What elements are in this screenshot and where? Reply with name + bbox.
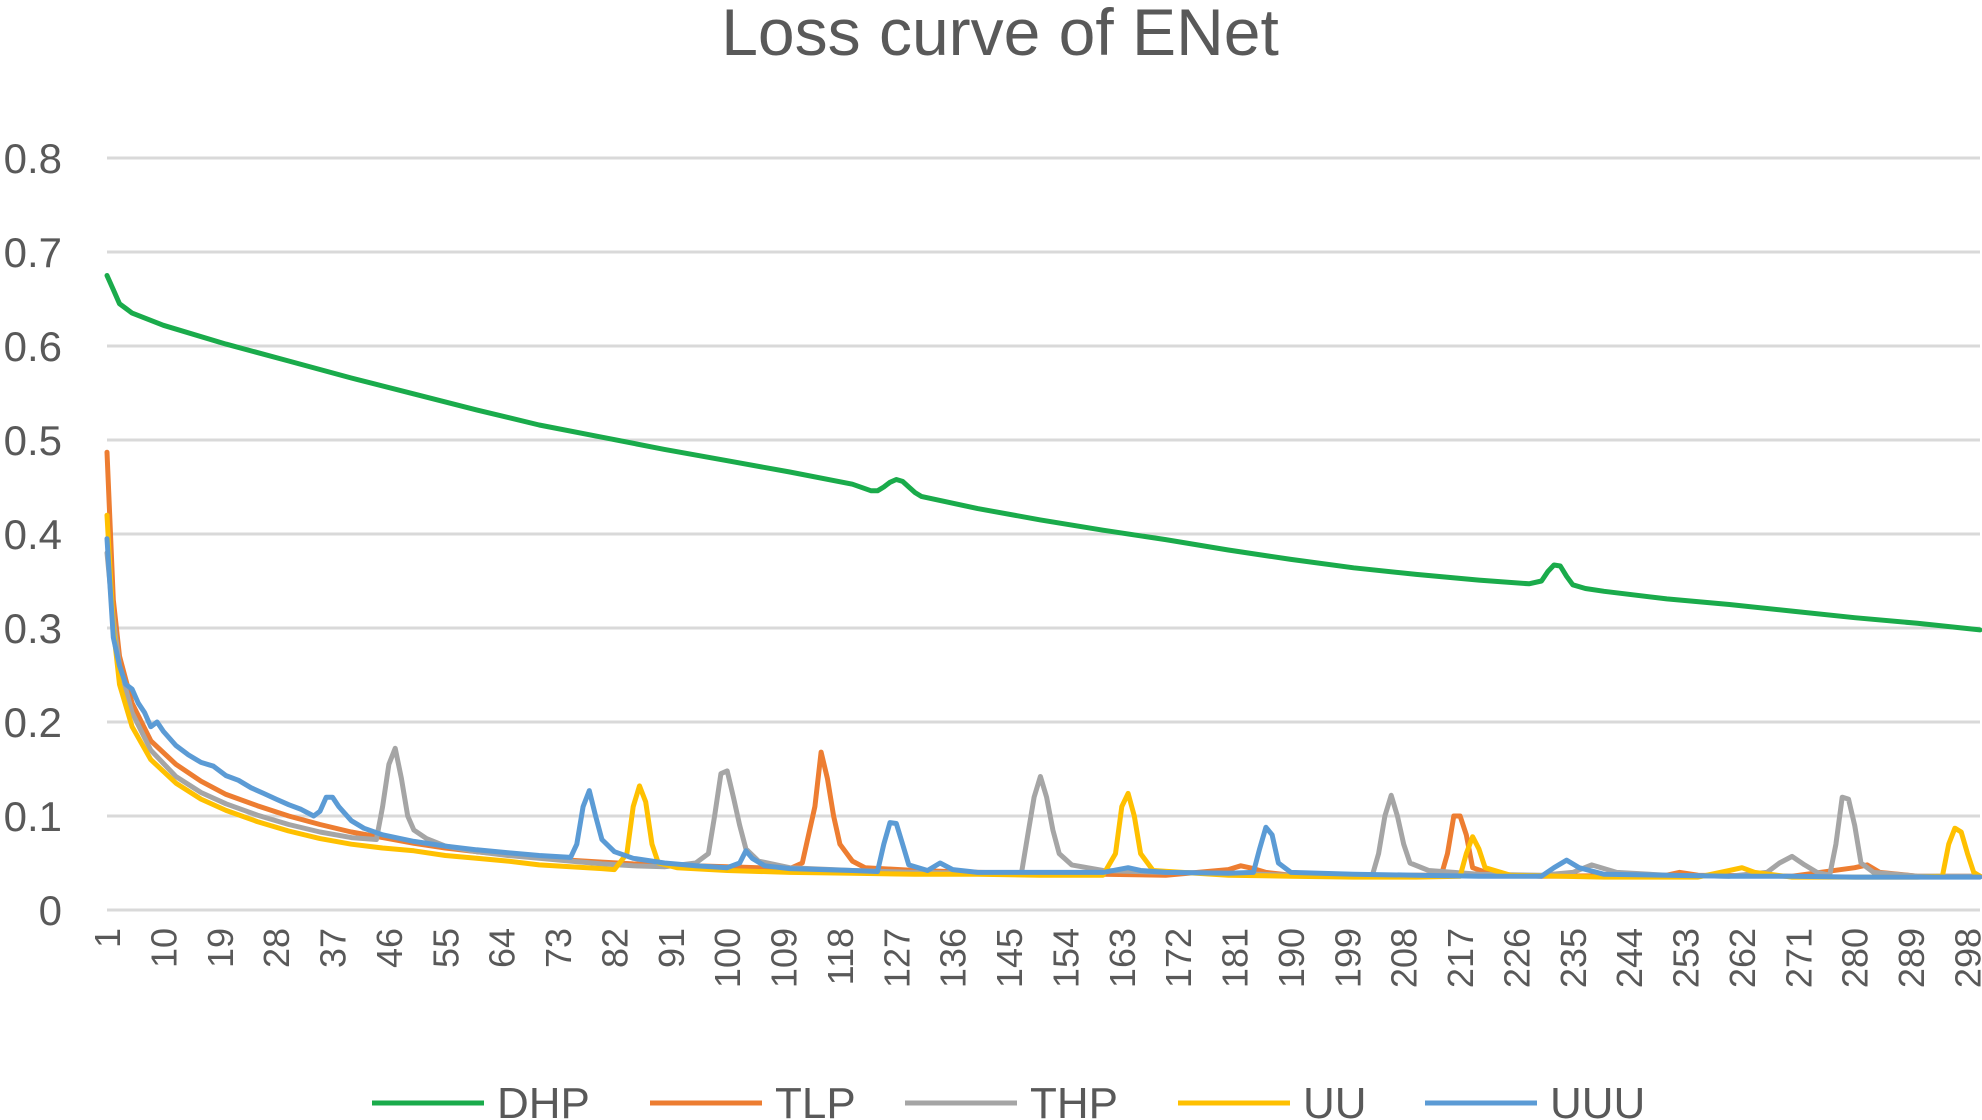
series-line-tlp [104,449,1982,879]
x-tick-label: 127 [876,928,917,988]
y-tick-label: 0.8 [4,135,62,182]
x-tick-label: 271 [1778,928,1819,988]
series-lines [104,273,1982,880]
x-tick-label: 235 [1553,928,1594,988]
gridlines [107,156,1980,912]
legend-item-uuu: UUU [1425,1079,1645,1120]
legend-label: TLP [775,1079,856,1120]
x-tick-label: 28 [256,928,297,968]
y-tick-label: 0.6 [4,323,62,370]
series-line-uu [104,512,1982,880]
x-tick-label: 298 [1947,928,1982,988]
legend-label: DHP [497,1079,590,1120]
x-tick-label: 19 [200,928,241,968]
legend-label: UU [1303,1079,1367,1120]
x-tick-label: 163 [1102,928,1143,988]
x-tick-label: 199 [1327,928,1368,988]
x-tick-label: 73 [538,928,579,968]
y-tick-label: 0.5 [4,417,62,464]
series-line-uuu [104,536,1982,880]
x-tick-label: 280 [1835,928,1876,988]
x-tick-label: 154 [1045,928,1086,988]
x-tick-label: 109 [764,928,805,988]
legend-item-uu: UU [1178,1079,1367,1120]
legend-label: THP [1030,1079,1118,1120]
y-tick-label: 0.1 [4,793,62,840]
y-tick-label: 0.7 [4,229,62,276]
legend: DHP TLP THP UU UUU [372,1079,1645,1120]
chart-title: Loss curve of ENet [721,0,1279,69]
x-tick-label: 64 [482,928,523,968]
y-axis-tick-labels: 0 0.1 0.2 0.3 0.4 0.5 0.6 0.7 0.8 [4,135,62,934]
x-tick-label: 181 [1215,928,1256,988]
y-tick-label: 0.4 [4,511,62,558]
legend-item-thp: THP [905,1079,1118,1120]
legend-label: UUU [1550,1079,1645,1120]
x-tick-label: 172 [1158,928,1199,988]
x-tick-label: 37 [313,928,354,968]
x-tick-label: 262 [1722,928,1763,988]
x-tick-label: 208 [1384,928,1425,988]
x-tick-label: 46 [369,928,410,968]
series-line-dhp [104,273,1982,633]
x-tick-label: 253 [1666,928,1707,988]
y-tick-label: 0.3 [4,605,62,652]
legend-item-dhp: DHP [372,1079,590,1120]
x-tick-label: 91 [651,928,692,968]
x-tick-label: 1 [87,928,128,948]
x-tick-label: 82 [594,928,635,968]
y-tick-label: 0.2 [4,699,62,746]
legend-item-tlp: TLP [650,1079,856,1120]
x-tick-label: 118 [820,928,861,985]
x-tick-label: 100 [707,928,748,988]
x-tick-label: 190 [1271,928,1312,988]
x-tick-label: 136 [933,928,974,988]
x-tick-label: 145 [989,928,1030,988]
x-tick-label: 244 [1609,928,1650,988]
x-tick-label: 217 [1440,928,1481,988]
x-axis-tick-labels: 1 10 19 28 37 46 55 64 73 82 91 100 109 118 127 136 145 1… [87,928,1982,988]
x-tick-label: 289 [1891,928,1932,988]
y-tick-label: 0 [39,887,62,934]
x-tick-label: 10 [143,928,184,968]
x-tick-label: 226 [1496,928,1537,988]
x-tick-label: 55 [425,928,466,968]
